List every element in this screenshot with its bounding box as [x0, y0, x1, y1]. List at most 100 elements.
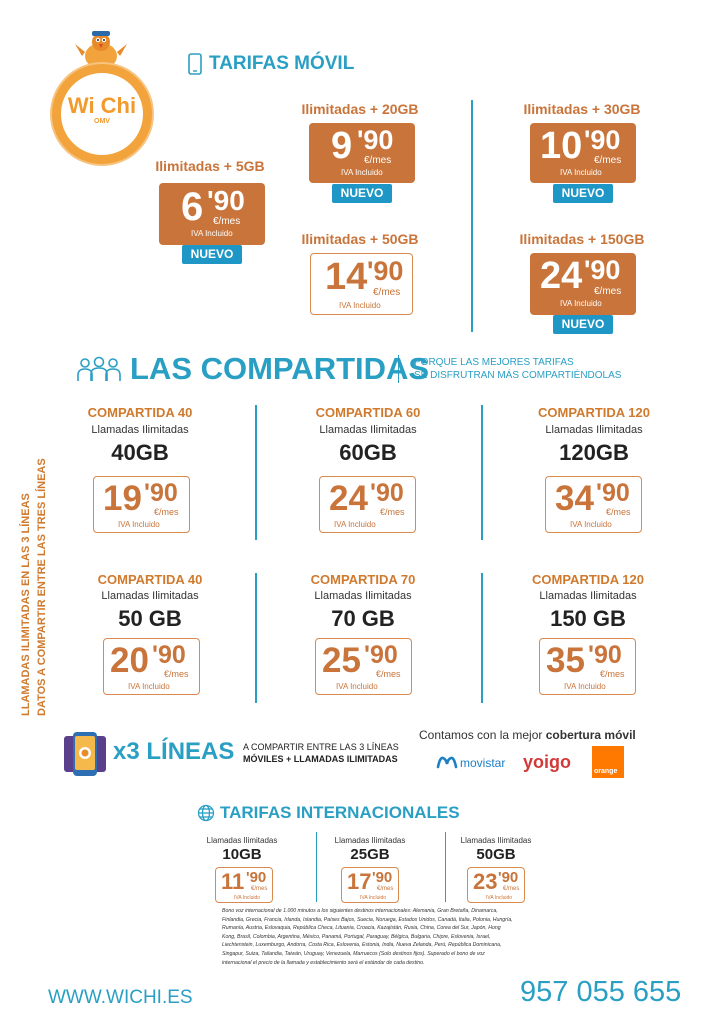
price-cents: '90	[370, 479, 404, 507]
shared-plan-calls: Llamadas Ilimitadas	[91, 424, 189, 436]
shared-plan-calls: Llamadas Ilimitadas	[539, 590, 637, 602]
price-cents: '90	[584, 255, 621, 285]
price-unit: €/mes	[380, 507, 405, 517]
orange-logo	[592, 746, 624, 778]
price-cents: '90	[152, 641, 186, 669]
x3-lines-title: x3 LÍNEAS	[113, 738, 235, 765]
compartidas-title: LAS COMPARTIDAS	[130, 351, 430, 386]
price-box: 19 '90 €/mes IVA Incluido	[93, 476, 190, 533]
price-box: 20 '90 €/mes IVA Incluido	[103, 638, 200, 695]
price-unit: €/mes	[606, 507, 631, 517]
price-unit: €/mes	[373, 287, 401, 298]
plan-title: Ilimitadas + 30GB	[523, 101, 641, 117]
shared-plan-data: 150 GB	[550, 606, 626, 631]
logo-ring	[52, 64, 152, 164]
price-box: 23 '90 €/mes IVA Incluido	[467, 867, 525, 903]
price-iva: IVA Incluido	[128, 682, 170, 691]
price-iva: IVA Incluido	[486, 895, 513, 901]
price-unit: €/mes	[594, 286, 622, 297]
coverage-text-bold: cobertura móvil	[545, 728, 636, 742]
movistar-logo-icon	[436, 756, 458, 769]
price-iva: IVA Incluido	[564, 682, 606, 691]
price-box: 6 '90 €/mes IVA Incluido	[159, 183, 265, 245]
shared-plan-calls: Llamadas Ilimitadas	[545, 424, 643, 436]
price-box: 34 '90 €/mes IVA Incluido	[545, 476, 642, 533]
shared-plan-data: 120GB	[559, 440, 629, 465]
phone-number[interactable]: 957 055 655	[520, 976, 682, 1008]
divider-line	[445, 832, 446, 902]
price-unit: €/mes	[377, 886, 394, 892]
price-iva: IVA Incluido	[336, 682, 378, 691]
price-cents: '90	[144, 479, 178, 507]
people-icon	[77, 356, 121, 381]
price-main: 23	[473, 869, 498, 894]
operator-movistar: movistar	[460, 756, 506, 770]
price-main: 14	[325, 256, 368, 298]
tagline-line-2: SE DISFRUTRAN MÁS COMPARTIÉNDOLAS	[414, 370, 622, 381]
phones-icon	[64, 732, 106, 776]
price-box: 35 '90 €/mes IVA Incluido	[539, 638, 636, 695]
price-iva: IVA Incluido	[560, 299, 602, 308]
plan-title: Ilimitadas + 5GB	[155, 158, 265, 174]
shared-plan-title: COMPARTIDA 40	[87, 405, 193, 420]
price-main: 6	[181, 185, 204, 229]
price-cents: '90	[588, 641, 622, 669]
plan-title: Ilimitadas + 150GB	[519, 231, 645, 247]
price-cents: '90	[367, 256, 404, 286]
price-unit: €/mes	[251, 886, 268, 892]
price-box: 24 '90 €/mes IVA Incluido	[530, 253, 636, 315]
price-iva: IVA Incluido	[191, 229, 233, 238]
intl-plan-calls: Llamadas Ilimitadas	[334, 836, 406, 845]
price-box: 24 '90 €/mes IVA Incluido	[319, 476, 416, 533]
intl-plan-data: 50GB	[476, 846, 516, 863]
side-text-calls: LLAMADAS ILIMITADAS EN LAS 3 LÍNEAS	[20, 493, 32, 716]
divider-line	[255, 405, 257, 540]
price-iva: IVA Incluido	[341, 168, 383, 177]
price-box: 17 '90 €/mes IVA Incluido	[341, 867, 399, 903]
website-link[interactable]: WWW.WICHI.ES	[48, 987, 193, 1008]
logo-text: Wi Chi	[67, 93, 137, 118]
price-main: 9	[331, 125, 353, 167]
price-unit: €/mes	[154, 507, 179, 517]
intl-plan-data: 25GB	[350, 846, 390, 863]
phone-icon	[188, 53, 202, 75]
price-cents: '90	[372, 869, 393, 886]
price-cents: '90	[498, 869, 519, 886]
price-main: 19	[103, 479, 142, 518]
intl-plan-calls: Llamadas Ilimitadas	[460, 836, 532, 845]
shared-plan-calls: Llamadas Ilimitadas	[314, 590, 412, 602]
price-iva: IVA Incluido	[570, 520, 612, 529]
shared-plan-calls: Llamadas Ilimitadas	[101, 590, 199, 602]
shared-plan-data: 60GB	[339, 440, 397, 465]
price-cents: '90	[584, 125, 621, 155]
price-iva: IVA Incluido	[118, 520, 160, 529]
x3-desc-line-1: A COMPARTIR ENTRE LAS 3 LÍNEAS	[243, 742, 399, 752]
movil-title: TARIFAS MÓVIL	[209, 53, 355, 74]
price-box: 9 '90 €/mes IVA Incluido	[309, 123, 415, 183]
shared-plan-title: COMPARTIDA 40	[97, 572, 203, 587]
price-cents: '90	[364, 641, 398, 669]
price-cents: '90	[246, 869, 267, 886]
shared-plan-title: COMPARTIDA 120	[532, 572, 644, 587]
shared-plan-title: COMPARTIDA 70	[310, 572, 416, 587]
shared-plan-title: COMPARTIDA 120	[538, 405, 650, 420]
operator-orange: orange	[594, 768, 618, 775]
shared-plan-data: 40GB	[111, 440, 169, 465]
new-badge: NUEVO	[182, 245, 242, 264]
divider-line	[481, 573, 483, 703]
tagline-line-1: PORQUE LAS MEJORES TARIFAS	[414, 357, 574, 368]
price-main: 10	[540, 125, 583, 167]
price-unit: €/mes	[364, 155, 392, 166]
logo-subtext: OMV	[94, 118, 110, 125]
price-iva: IVA Incluido	[234, 895, 261, 901]
price-unit: €/mes	[503, 886, 520, 892]
divider-line	[255, 573, 257, 703]
price-main: 11	[221, 869, 245, 894]
new-badge: NUEVO	[553, 184, 613, 203]
internacional-title: TARIFAS INTERNACIONALES	[220, 803, 460, 822]
mascot-icon	[75, 31, 127, 69]
price-cents: '90	[357, 125, 394, 155]
new-badge: NUEVO	[553, 315, 613, 334]
coverage-text: Contamos con la mejor cobertura móvil	[419, 728, 636, 742]
price-cents: '90	[207, 185, 245, 216]
